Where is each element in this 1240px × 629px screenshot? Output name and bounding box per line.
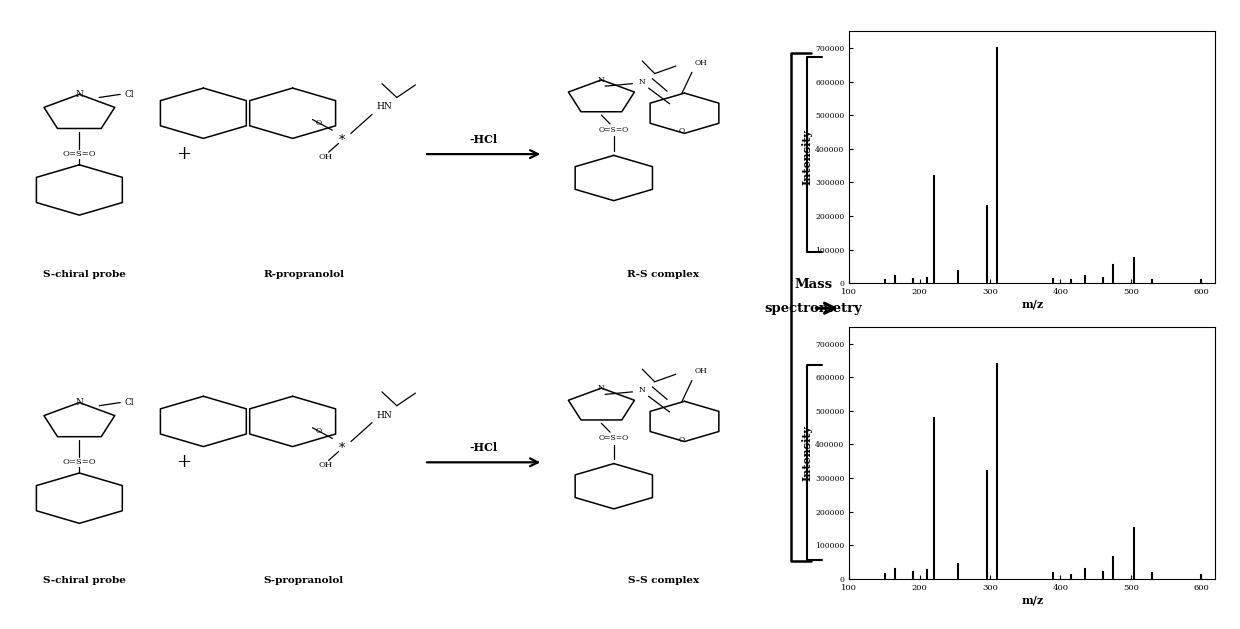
Text: +: + [176,145,191,163]
Text: S-chiral probe: S-chiral probe [43,576,125,584]
Text: N: N [76,90,83,99]
Text: S-S complex: S-S complex [627,576,699,584]
Text: R-S complex: R-S complex [627,270,699,279]
Text: O=S=O: O=S=O [62,459,97,466]
Y-axis label: Intensity: Intensity [801,129,812,186]
Text: N: N [598,384,605,392]
Text: OH: OH [694,367,707,375]
Text: Cl: Cl [124,398,134,407]
Text: OH: OH [319,153,334,161]
Text: O=S=O: O=S=O [599,435,629,442]
Text: O: O [680,128,684,135]
Text: spectrometry: spectrometry [765,302,862,314]
Text: R-propranolol: R-propranolol [263,270,345,279]
Text: N: N [639,78,646,86]
Text: O: O [680,436,684,443]
Text: O=S=O: O=S=O [62,150,97,158]
Y-axis label: Intensity: Intensity [801,425,812,481]
Text: OH: OH [694,59,707,67]
Text: S-chiral probe: S-chiral probe [43,270,125,279]
X-axis label: m/z: m/z [1022,299,1043,309]
Text: O=S=O: O=S=O [599,126,629,134]
Text: N: N [76,398,83,407]
Text: S-propranolol: S-propranolol [264,576,343,584]
Text: HN: HN [377,103,392,111]
Text: Mass: Mass [795,278,832,291]
Text: N: N [639,386,646,394]
Text: O: O [316,427,321,435]
Text: -HCl: -HCl [470,442,497,454]
Text: -HCl: -HCl [470,134,497,145]
Text: O: O [316,119,321,126]
X-axis label: m/z: m/z [1022,594,1043,605]
Text: OH: OH [319,462,334,469]
Text: *: * [339,442,346,455]
Text: N: N [598,76,605,84]
Text: *: * [339,134,346,147]
Text: HN: HN [377,411,392,420]
Text: Cl: Cl [124,90,134,99]
Text: +: + [176,454,191,471]
